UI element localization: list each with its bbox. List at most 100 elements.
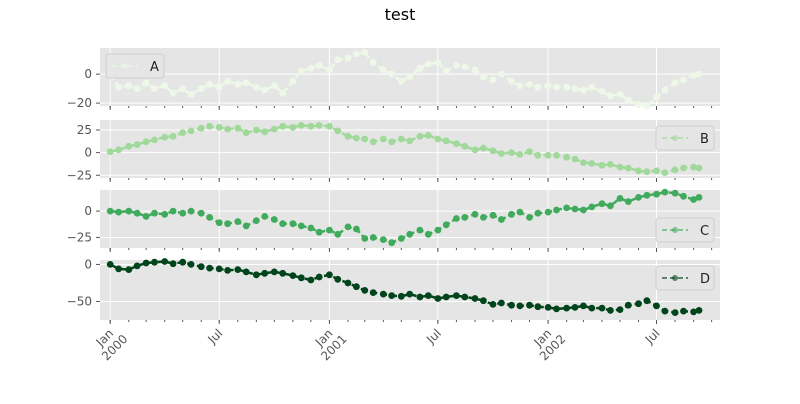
data-point <box>179 258 187 266</box>
data-point <box>234 218 242 226</box>
data-point <box>215 219 223 227</box>
data-point <box>526 214 533 221</box>
data-point <box>453 215 460 222</box>
data-point <box>388 292 396 299</box>
data-point <box>508 77 515 85</box>
data-point <box>388 239 396 247</box>
data-point <box>406 290 414 298</box>
data-point <box>326 271 333 279</box>
data-point <box>544 304 552 311</box>
data-point <box>571 304 579 311</box>
data-point <box>270 125 278 133</box>
data-point <box>616 163 624 171</box>
data-point <box>416 293 424 301</box>
data-point <box>516 208 524 216</box>
legend-box <box>655 217 715 243</box>
legend-marker <box>122 63 128 69</box>
subplot-d: 0 −50 D <box>67 257 720 324</box>
data-point <box>607 92 614 100</box>
data-point <box>498 299 505 307</box>
y-tick-label: 0 <box>84 204 92 218</box>
data-point <box>397 235 405 242</box>
data-point <box>690 308 697 316</box>
data-point <box>215 123 223 131</box>
legend-marker <box>672 135 678 141</box>
data-point <box>307 224 315 232</box>
data-point <box>461 214 469 221</box>
data-point <box>424 292 432 299</box>
data-point <box>434 135 442 143</box>
data-point <box>534 209 542 217</box>
legend: D <box>655 265 715 291</box>
data-point <box>334 56 342 63</box>
data-point <box>334 230 342 238</box>
y-tick-label: 0 <box>84 257 92 271</box>
data-point <box>635 194 642 201</box>
data-point <box>580 86 587 94</box>
data-point <box>353 50 360 58</box>
data-point <box>480 214 487 221</box>
data-point <box>671 79 679 87</box>
data-point <box>480 144 487 152</box>
legend-box <box>105 53 165 79</box>
data-point <box>563 304 570 312</box>
data-point <box>461 63 469 71</box>
data-point <box>379 236 387 244</box>
data-point <box>598 88 606 95</box>
data-point <box>361 135 369 143</box>
data-point <box>369 138 377 146</box>
data-point <box>115 208 122 216</box>
data-point <box>234 124 242 132</box>
data-point <box>326 122 333 130</box>
data-point <box>388 138 396 146</box>
data-point <box>453 140 460 148</box>
x-tick-label: Jul <box>204 326 225 347</box>
data-point <box>242 79 250 87</box>
data-point <box>498 216 505 223</box>
data-point <box>161 258 169 265</box>
data-point <box>671 189 679 197</box>
data-point <box>661 188 669 196</box>
data-point <box>224 220 232 228</box>
data-point <box>580 302 587 310</box>
data-point <box>252 271 260 279</box>
data-point <box>187 91 195 98</box>
data-point <box>489 301 497 308</box>
data-point <box>534 83 542 91</box>
data-point <box>680 164 687 172</box>
data-point <box>588 83 596 91</box>
data-point <box>142 213 150 220</box>
data-point <box>661 86 669 94</box>
data-point <box>598 200 606 208</box>
data-point <box>234 266 242 273</box>
data-point <box>197 209 205 217</box>
data-point <box>125 207 133 215</box>
data-point <box>361 235 369 242</box>
data-point <box>206 80 214 88</box>
data-point <box>616 306 624 313</box>
data-point <box>480 297 487 305</box>
data-point <box>534 303 542 311</box>
data-point <box>234 80 242 88</box>
legend-label: D <box>700 272 710 287</box>
data-point <box>442 293 450 301</box>
data-point <box>334 275 342 283</box>
data-point <box>151 136 158 144</box>
legend-label: A <box>150 60 159 75</box>
data-point <box>563 83 570 91</box>
data-point <box>397 292 405 300</box>
data-point <box>434 226 442 234</box>
data-point <box>369 59 377 66</box>
legend: A <box>105 53 165 79</box>
data-point <box>215 83 223 91</box>
data-point <box>125 266 133 273</box>
data-point <box>307 276 315 284</box>
data-point <box>315 62 323 69</box>
data-point <box>643 297 651 305</box>
data-point <box>653 302 660 310</box>
x-tick-label-month: Jul <box>642 326 663 347</box>
data-point <box>297 67 305 75</box>
data-point <box>598 304 606 312</box>
data-point <box>344 223 352 231</box>
